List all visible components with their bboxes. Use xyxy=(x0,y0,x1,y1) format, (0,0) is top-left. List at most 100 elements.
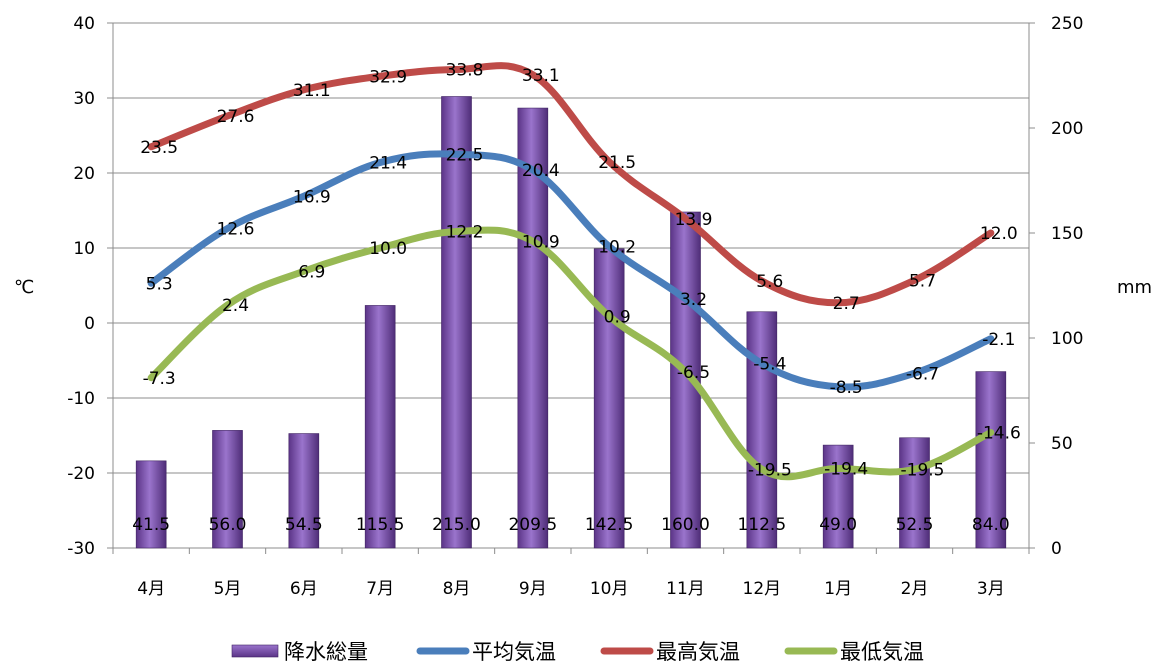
temperature-data-label: 10.2 xyxy=(598,238,636,258)
temperature-data-label: -14.6 xyxy=(977,424,1021,444)
right-axis-unit: mm xyxy=(1117,277,1152,298)
precipitation-data-label: 142.5 xyxy=(585,515,634,535)
legend-label: 最低気温 xyxy=(840,640,924,664)
x-axis-tick-label: 1月 xyxy=(824,579,852,599)
temperature-data-label: -19.5 xyxy=(901,460,945,480)
temperature-data-label: 12.6 xyxy=(217,220,255,240)
temperature-data-label: 32.9 xyxy=(369,67,407,87)
left-axis-tick-label: 10 xyxy=(73,239,95,259)
legend-label: 平均気温 xyxy=(472,640,556,664)
temperature-data-label: 31.1 xyxy=(293,81,331,101)
temperature-data-label: -8.5 xyxy=(830,378,863,398)
temperature-data-label: -19.4 xyxy=(824,460,868,480)
precipitation-bar xyxy=(975,371,1007,549)
legend: 降水総量 平均気温 最高気温 最低気温 xyxy=(231,640,924,664)
temperature-data-label: 20.4 xyxy=(522,161,560,181)
precipitation-data-label: 54.5 xyxy=(285,515,323,535)
temperature-data-label: 5.6 xyxy=(756,272,783,292)
left-axis-tick-label: 0 xyxy=(84,314,95,334)
right-axis-tick-label: 250 xyxy=(1051,14,1083,34)
x-axis-tick-label: 10月 xyxy=(590,579,629,599)
legend-label: 降水総量 xyxy=(284,640,368,664)
bar-series xyxy=(135,96,1007,549)
precipitation-data-label: 56.0 xyxy=(209,515,247,535)
right-axis-tick-label: 0 xyxy=(1051,539,1062,559)
precipitation-data-label: 84.0 xyxy=(972,515,1010,535)
temperature-data-label: 21.5 xyxy=(598,153,636,173)
temperature-data-label: 22.5 xyxy=(446,145,484,165)
right-axis-tick-label: 50 xyxy=(1051,434,1073,454)
temperature-data-label: 33.1 xyxy=(522,66,560,86)
temperature-data-label: 16.9 xyxy=(293,187,331,207)
x-axis-tick-label: 6月 xyxy=(290,579,318,599)
left-axis-tick-label: 20 xyxy=(73,164,95,184)
left-axis-tick-label: 30 xyxy=(73,89,95,109)
data-labels: 41.5 56.0 54.5 115.5 215.0 209.5 142.5 160.0 112… xyxy=(132,61,1021,536)
temperature-data-label: 33.8 xyxy=(446,61,484,81)
x-axis-tick-label: 5月 xyxy=(214,579,242,599)
precipitation-bar xyxy=(288,433,320,549)
right-axis-tick-label: 100 xyxy=(1051,329,1083,349)
precipitation-bar xyxy=(135,460,167,549)
precipitation-data-label: 215.0 xyxy=(432,515,481,535)
x-axis-tick-label: 11月 xyxy=(666,579,705,599)
axes: ℃ mm -30 -20 -10 0 10 20 30 40 0 50 100 150 200 250 4月… xyxy=(14,14,1152,599)
x-axis-tick-label: 7月 xyxy=(366,579,394,599)
precipitation-data-label: 209.5 xyxy=(508,515,557,535)
temperature-data-label: -2.1 xyxy=(982,330,1015,350)
precipitation-data-label: 49.0 xyxy=(819,515,857,535)
precipitation-bar xyxy=(746,311,778,549)
temperature-data-label: 12.0 xyxy=(980,224,1018,244)
line-0-path xyxy=(147,150,995,391)
legend-bar-swatch xyxy=(231,644,279,658)
temperature-data-label: 23.5 xyxy=(140,138,178,158)
temperature-data-label: -5.4 xyxy=(753,355,786,375)
temperature-data-label: 12.2 xyxy=(446,223,484,243)
x-axis-tick-label: 4月 xyxy=(137,579,165,599)
precipitation-data-label: 52.5 xyxy=(896,515,934,535)
line-series xyxy=(147,62,995,481)
precipitation-bar xyxy=(593,248,625,549)
precipitation-bar xyxy=(212,430,243,549)
precipitation-bar xyxy=(364,305,396,549)
precipitation-bar xyxy=(899,437,930,549)
left-axis-tick-label: 40 xyxy=(73,14,95,34)
temperature-data-label: 21.4 xyxy=(369,154,407,174)
temperature-data-label: 2.7 xyxy=(833,294,860,314)
line-2-path xyxy=(147,226,995,481)
precipitation-data-label: 115.5 xyxy=(356,515,405,535)
x-axis-tick-label: 12月 xyxy=(743,579,782,599)
temperature-data-label: -19.5 xyxy=(748,460,792,480)
legend-label: 最高気温 xyxy=(656,640,740,664)
precipitation-data-label: 112.5 xyxy=(737,515,786,535)
x-axis-tick-label: 2月 xyxy=(901,579,929,599)
precipitation-bar xyxy=(441,96,472,549)
x-axis-tick-label: 3月 xyxy=(977,579,1005,599)
temperature-data-label: 13.9 xyxy=(675,210,713,230)
left-axis-tick-label: -20 xyxy=(67,464,95,484)
left-axis-tick-label: -10 xyxy=(67,389,95,409)
right-axis-tick-label: 200 xyxy=(1051,119,1083,139)
left-axis-unit: ℃ xyxy=(14,277,34,298)
precipitation-data-label: 160.0 xyxy=(661,515,710,535)
temperature-data-label: 2.4 xyxy=(222,296,249,316)
precipitation-bar xyxy=(822,444,854,549)
x-axis-tick-label: 8月 xyxy=(443,579,471,599)
temperature-data-label: 0.9 xyxy=(604,307,631,327)
temperature-data-label: -7.3 xyxy=(143,369,176,389)
temperature-data-label: 10.0 xyxy=(369,239,407,259)
temperature-data-label: 10.9 xyxy=(522,232,560,252)
temperature-data-label: -6.5 xyxy=(677,363,710,383)
precipitation-data-label: 41.5 xyxy=(132,515,170,535)
line-1-path xyxy=(147,62,995,307)
temperature-data-label: 27.6 xyxy=(217,107,255,127)
temperature-data-label: 3.2 xyxy=(680,290,707,310)
x-axis-tick-label: 9月 xyxy=(519,579,547,599)
temperature-data-label: -6.7 xyxy=(906,364,939,384)
left-axis-tick-label: -30 xyxy=(67,539,95,559)
temperature-data-label: 5.7 xyxy=(909,271,936,291)
right-axis-tick-label: 150 xyxy=(1051,224,1083,244)
temperature-data-label: 5.3 xyxy=(146,274,173,294)
